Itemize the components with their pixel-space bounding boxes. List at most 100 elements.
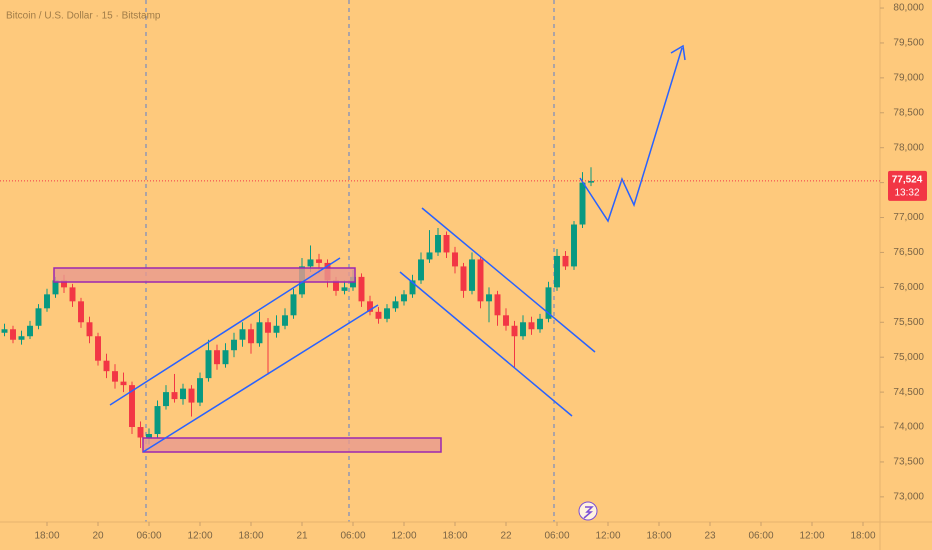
y-tick-label: 78,500 (893, 107, 924, 118)
channel-line (421, 207, 596, 353)
x-tick-label: 06:00 (748, 531, 773, 542)
candle-body (579, 182, 586, 225)
candle-body (503, 315, 509, 326)
y-tick-label: 73,500 (893, 457, 924, 468)
x-tick-label: 22 (500, 531, 512, 542)
channel-line (142, 304, 379, 453)
x-tick-label: 18:00 (238, 531, 263, 542)
x-tick-label: 06:00 (544, 531, 569, 542)
candle-body (282, 315, 288, 326)
x-tick-label: 06:00 (340, 531, 365, 542)
candle-body (358, 276, 365, 302)
candle-body (367, 301, 373, 312)
x-tick-label: 18:00 (646, 531, 671, 542)
candle-body (486, 294, 492, 302)
candle-body (562, 255, 569, 267)
candle-body (231, 339, 237, 351)
y-tick-label: 76,500 (893, 247, 924, 258)
y-tick-label: 75,500 (893, 317, 924, 328)
candle-body (137, 427, 144, 438)
candle-body (426, 252, 433, 260)
candle-body (265, 322, 271, 333)
candle-body (180, 388, 186, 400)
candle-body (392, 301, 399, 309)
candle-body (375, 311, 382, 319)
projection-arrowhead (670, 44, 686, 61)
candle-body (409, 280, 416, 295)
candle-body (545, 287, 552, 319)
y-tick-label: 79,500 (893, 38, 924, 49)
y-tick-label: 74,500 (893, 387, 924, 398)
last-price-label: 77,524 (892, 175, 923, 186)
x-tick-label: 12:00 (391, 531, 416, 542)
candle-body (205, 350, 212, 379)
y-tick-label: 76,000 (893, 282, 924, 293)
drawings (53, 44, 686, 521)
candle-body (112, 371, 118, 382)
candle-body (443, 234, 450, 253)
countdown-label: 13:32 (894, 188, 919, 199)
candle-body (588, 180, 594, 183)
candle-body (256, 322, 263, 344)
candle-body (61, 280, 67, 288)
x-tick-label: 23 (704, 531, 716, 542)
candle-body (554, 255, 560, 288)
candle-body (171, 392, 178, 400)
candle-body (401, 294, 407, 302)
candle-body (537, 318, 543, 330)
candle-body (44, 294, 50, 309)
candle-body (460, 266, 467, 291)
candle-body (103, 360, 110, 372)
candle-body (86, 322, 93, 337)
candle-body (528, 322, 535, 330)
candle-body (120, 381, 127, 386)
last-price-box (888, 170, 927, 201)
plot (1, 167, 594, 448)
candle-body (52, 280, 59, 295)
candle-body (273, 325, 280, 333)
candle-body (222, 350, 229, 365)
session-lines (145, 0, 555, 522)
supply-zone (53, 267, 356, 283)
channel-line (109, 257, 341, 406)
candle-body (188, 388, 195, 403)
x-tick-label: 06:00 (136, 531, 161, 542)
candle-body (435, 234, 441, 253)
x-tick-label: 18:00 (442, 531, 467, 542)
candle-body (18, 336, 25, 340)
chart-title: Bitcoin / U.S. Dollar · 15 · Bitstamp (6, 11, 161, 22)
candle-body (154, 406, 161, 435)
candle-body (290, 294, 297, 316)
candle-body (35, 308, 42, 326)
candle-body (214, 350, 220, 365)
y-tick-label: 73,000 (893, 492, 924, 503)
x-tick-label: 12:00 (595, 531, 620, 542)
y-tick-label: 77,000 (893, 212, 924, 223)
candle-body (95, 336, 101, 361)
channel-line (399, 271, 573, 417)
y-tick-label: 80,000 (893, 3, 924, 14)
candle-body (418, 259, 424, 281)
x-tick-label: 12:00 (187, 531, 212, 542)
projection-path (579, 47, 683, 223)
candle-body (163, 392, 169, 407)
candle-body (248, 329, 254, 344)
candle-body (520, 322, 526, 337)
candle-body (146, 434, 152, 438)
candle-body (129, 385, 135, 428)
candle-body (469, 259, 475, 291)
candle-body (571, 224, 577, 267)
candle-body (10, 329, 16, 340)
candle-body (27, 325, 33, 337)
candle-body (1, 329, 8, 333)
candle-body (316, 259, 322, 263)
y-tick-label: 75,000 (893, 352, 924, 363)
x-tick-label: 12:00 (799, 531, 824, 542)
candle-body (78, 301, 84, 323)
assistant-icon-glyph (583, 506, 594, 519)
candle-body (69, 287, 76, 302)
candle-body (494, 294, 501, 316)
candle-body (477, 259, 484, 302)
x-tick-label: 18:00 (34, 531, 59, 542)
candle-body (239, 329, 246, 340)
